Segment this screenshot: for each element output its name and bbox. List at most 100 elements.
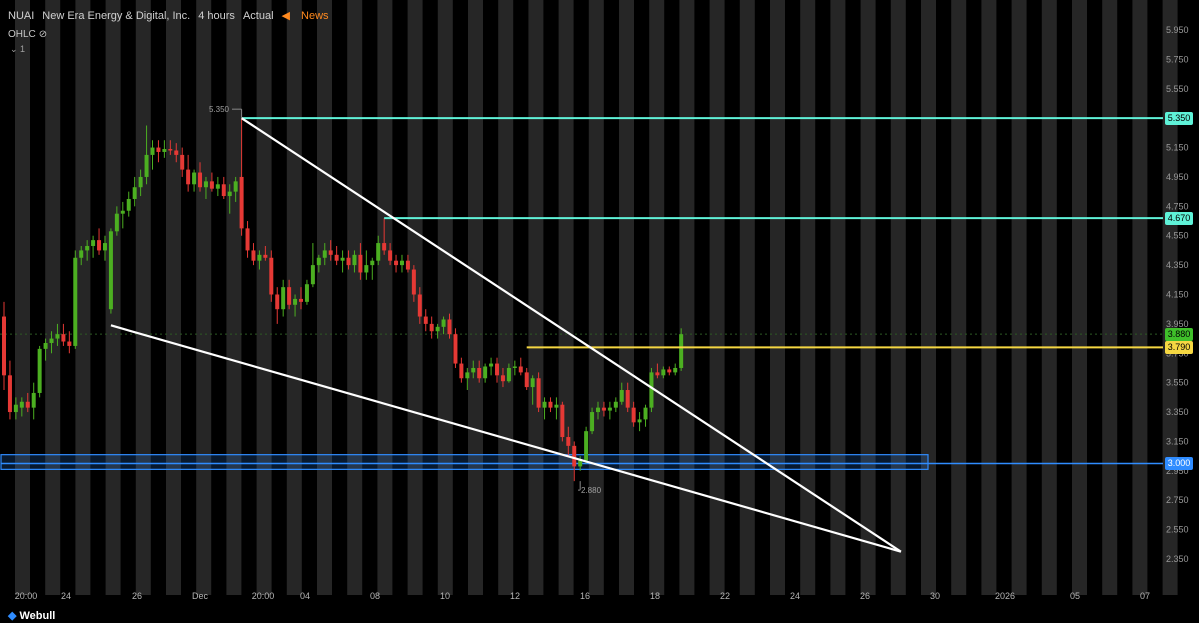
webull-logo-icon: ◆ [8, 610, 17, 622]
x-tick-label: 30 [930, 591, 940, 601]
candle-body [619, 390, 624, 402]
candle-body [376, 243, 381, 261]
session-band [317, 0, 332, 595]
candle-body [542, 401, 547, 408]
candle-body [394, 260, 399, 266]
interval-selector[interactable]: 4 hours [198, 10, 235, 22]
y-tick-label: 3.150 [1166, 436, 1189, 446]
candle-body [655, 372, 660, 376]
candle-body [607, 407, 612, 411]
session-band [226, 0, 242, 595]
candle-body [316, 257, 321, 266]
session-band [1132, 0, 1148, 595]
candle-body [590, 412, 595, 432]
candle-body [524, 372, 529, 388]
candle-body [518, 366, 523, 373]
candle-body [239, 176, 244, 229]
y-tick-label: 3.950 [1166, 319, 1189, 329]
candle-body [19, 401, 24, 408]
candle-body [560, 404, 565, 438]
eye-slash-icon[interactable]: ⊘ [38, 29, 48, 40]
candle-body [322, 250, 327, 258]
candle-body [536, 378, 541, 408]
session-band [45, 0, 61, 595]
candle-body [548, 401, 553, 408]
session-band [830, 0, 846, 595]
candle-body [13, 404, 18, 413]
session-band [468, 0, 483, 595]
y-tick-label: 4.750 [1166, 201, 1189, 211]
candle-body [673, 367, 678, 373]
candle-body [150, 147, 155, 155]
candle-body [221, 184, 226, 197]
candle-body [483, 366, 488, 379]
candle-body [530, 378, 535, 388]
x-tick-label: 26 [860, 591, 870, 601]
session-band [890, 0, 906, 595]
news-button[interactable]: ◀︎ News [282, 10, 337, 22]
company-name: New Era Energy & Digital, Inc. [42, 10, 191, 22]
session-band [770, 0, 785, 595]
session-band [75, 0, 91, 595]
chart-header: NUAI New Era Energy & Digital, Inc. 4 hour… [8, 9, 345, 22]
candle-body [429, 323, 434, 332]
session-band [679, 0, 695, 595]
candle-body [209, 181, 214, 189]
price-mode-selector[interactable]: Actual [242, 10, 274, 22]
session-band [800, 0, 816, 595]
candle-body [459, 363, 464, 379]
brand-name: Webull [19, 610, 56, 622]
session-band [1072, 0, 1087, 595]
candle-body [156, 147, 161, 152]
session-band [981, 0, 997, 595]
session-band [105, 0, 121, 595]
candle-body [251, 250, 256, 261]
speaker-icon: ◀︎ [281, 10, 290, 22]
session-band [528, 0, 544, 595]
candle-body [506, 367, 511, 382]
candle-body [423, 316, 428, 324]
session-band [1041, 0, 1057, 595]
session-band [196, 0, 212, 595]
y-tick-label: 2.950 [1166, 466, 1189, 476]
y-tick-label: 2.750 [1166, 495, 1189, 505]
candle-body [126, 198, 131, 211]
resistance-price-tag: 4.670 [1165, 211, 1193, 225]
candle-body [310, 265, 315, 285]
session-band [921, 0, 936, 595]
ticker-symbol[interactable]: NUAI [8, 10, 35, 22]
candle-body [601, 407, 606, 411]
candle-body [364, 265, 369, 273]
pivot-price-tag: 3.790 [1165, 340, 1193, 354]
candle-body [31, 392, 36, 408]
y-tick-label: 4.950 [1166, 172, 1189, 182]
candle-body [649, 372, 654, 408]
candle-body [465, 372, 470, 379]
indicator-label[interactable]: OHLC [8, 29, 36, 40]
session-band [377, 0, 393, 595]
x-tick-label: 05 [1070, 591, 1080, 601]
y-tick-label: 5.950 [1166, 25, 1189, 35]
candle-body [275, 294, 280, 310]
candle-body [186, 169, 191, 185]
session-band [286, 0, 302, 595]
y-tick-label: 2.350 [1166, 554, 1189, 564]
candle-body [67, 341, 72, 346]
session-band [739, 0, 755, 595]
indicator-collapse-toggle[interactable]: ⌄ 1 [10, 44, 26, 54]
session-band [649, 0, 665, 595]
candle-body [299, 298, 303, 302]
candle-body [263, 254, 268, 258]
x-tick-label: 18 [650, 591, 660, 601]
candle-body [132, 187, 137, 199]
candle-body [643, 407, 648, 420]
candle-body [382, 243, 387, 251]
candle-body [631, 407, 636, 423]
x-tick-label: Dec [192, 591, 209, 601]
x-tick-label: 20:00 [252, 591, 275, 601]
session-band [437, 0, 453, 595]
x-tick-label: 20:00 [15, 591, 38, 601]
session-band [407, 0, 423, 595]
y-tick-label: 4.350 [1166, 260, 1189, 270]
